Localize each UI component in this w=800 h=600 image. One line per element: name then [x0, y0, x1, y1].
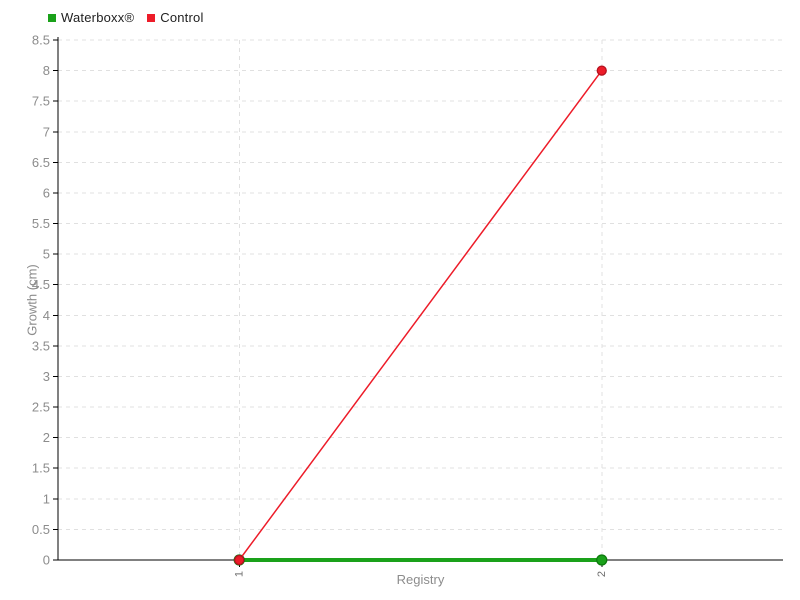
legend-label-waterboxx: Waterboxx® [61, 10, 135, 25]
y-tick-label: 5.5 [32, 216, 50, 231]
y-tick-label: 8.5 [32, 33, 50, 48]
data-point[interactable] [596, 65, 607, 76]
legend-swatch-waterboxx-icon [48, 13, 56, 22]
y-tick-label: 3.5 [32, 338, 50, 353]
y-tick-label: 0 [43, 553, 50, 568]
y-tick-label: 7 [43, 124, 50, 139]
x-tick-label: 2 [596, 571, 608, 577]
legend-item-waterboxx[interactable]: Waterboxx® [48, 10, 134, 25]
y-tick-label: 6.5 [32, 155, 50, 170]
legend-swatch-control-icon [147, 13, 156, 22]
chart-legend: Waterboxx® Control [48, 10, 204, 25]
y-tick-label: 2.5 [32, 400, 50, 415]
y-tick-label: 2 [43, 430, 50, 445]
y-axis-title: Growth (cm) [25, 264, 40, 336]
y-tick-label: 0.5 [32, 522, 50, 537]
y-tick-label: 7.5 [32, 94, 50, 109]
y-tick-label: 4.5 [32, 277, 50, 292]
legend-item-control[interactable]: Control [147, 10, 203, 25]
y-tick-label: 3 [43, 369, 50, 384]
y-tick-label: 1.5 [32, 461, 50, 476]
y-tick-label: 8 [43, 63, 50, 78]
data-point[interactable] [596, 554, 608, 566]
legend-label-control: Control [160, 10, 204, 25]
y-tick-label: 1 [43, 491, 50, 506]
y-tick-label: 4 [43, 308, 50, 323]
series-line-control [238, 69, 603, 561]
y-tick-label: 5 [43, 247, 50, 262]
data-point[interactable] [234, 554, 245, 566]
y-tick-label: 6 [43, 185, 50, 200]
x-tick-label: 1 [233, 571, 245, 577]
x-axis-title: Registry [397, 572, 445, 587]
